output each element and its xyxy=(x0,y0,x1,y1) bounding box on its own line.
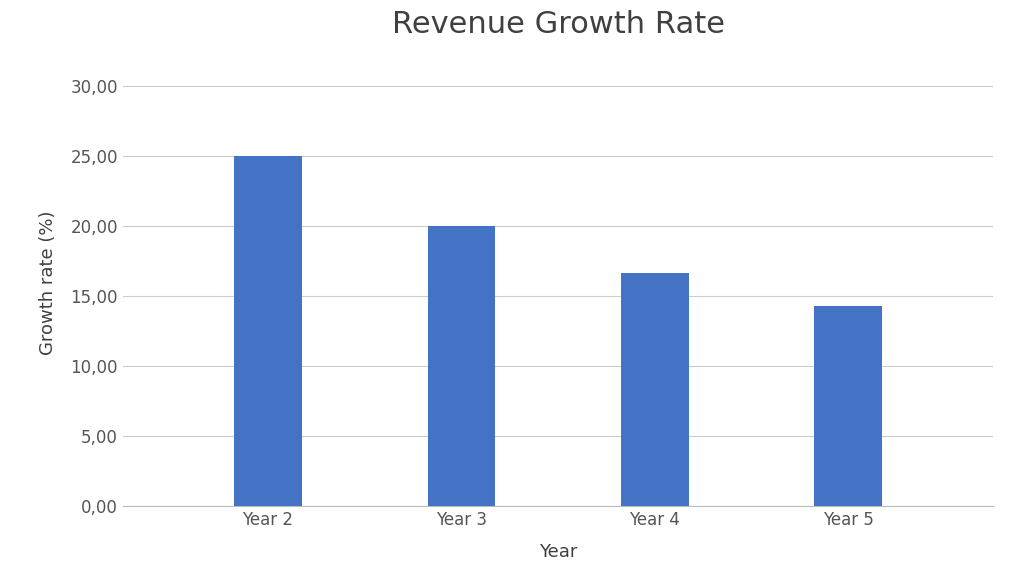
Bar xyxy=(621,273,688,506)
Bar xyxy=(814,306,882,506)
Bar xyxy=(234,156,302,506)
X-axis label: Year: Year xyxy=(539,543,578,561)
Bar xyxy=(428,226,496,506)
Y-axis label: Growth rate (%): Growth rate (%) xyxy=(39,210,56,354)
Title: Revenue Growth Rate: Revenue Growth Rate xyxy=(391,10,725,39)
